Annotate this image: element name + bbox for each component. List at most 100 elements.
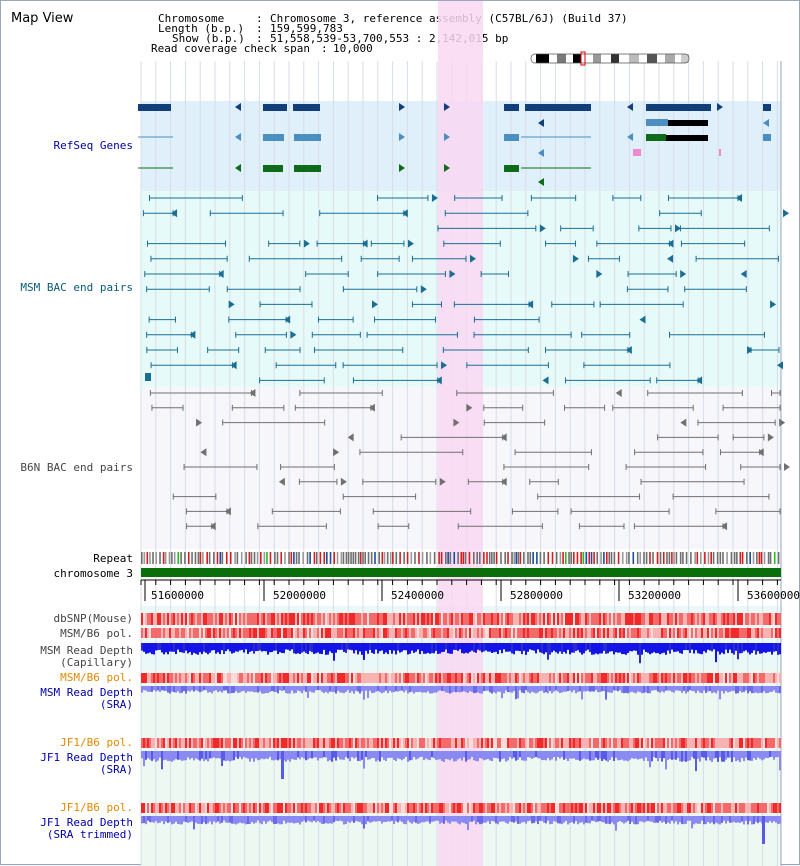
polymorphism-cell [443, 738, 445, 748]
depth-bar [357, 751, 359, 761]
depth-bar [407, 643, 409, 655]
polymorphism-cell [341, 673, 343, 683]
polymorphism-cell [305, 803, 307, 813]
depth-bar [425, 751, 427, 759]
depth-bar [735, 751, 737, 762]
depth-bar [203, 751, 205, 762]
depth-bar [271, 816, 273, 823]
polymorphism-cell [175, 803, 177, 813]
polymorphism-cell [549, 803, 551, 813]
polymorphism-cell [483, 803, 485, 813]
polymorphism-cell [379, 628, 381, 638]
polymorphism-cell [389, 803, 391, 813]
polymorphism-cell [653, 738, 655, 748]
depth-bar [457, 816, 459, 824]
polymorphism-cell [397, 738, 399, 748]
polymorphism-cell [683, 613, 685, 625]
polymorphism-cell [725, 673, 727, 683]
depth-bar [675, 816, 677, 822]
polymorphism-cell [201, 803, 203, 813]
polymorphism-cell [465, 803, 467, 813]
track-label-b6n-bac[interactable]: B6N BAC end pairs [20, 461, 133, 474]
depth-bar [205, 751, 207, 760]
polymorphism-cell [695, 673, 697, 683]
polymorphism-cell [257, 673, 259, 683]
polymorphism-cell [759, 738, 761, 748]
polymorphism-cell [651, 738, 653, 748]
depth-bar [279, 751, 281, 760]
depth-bar [169, 816, 171, 822]
repeat-element [539, 552, 542, 564]
track-label-jf1-pol-1: JF1/B6 pol. [60, 736, 133, 749]
polymorphism-cell [161, 613, 163, 625]
polymorphism-cell [467, 628, 469, 638]
polymorphism-cell [749, 613, 751, 625]
polymorphism-cell [223, 628, 225, 638]
depth-bar [645, 686, 647, 693]
polymorphism-cell [283, 803, 285, 813]
polymorphism-cell [659, 738, 661, 748]
polymorphism-cell [463, 628, 465, 638]
polymorphism-cell [371, 628, 373, 638]
depth-bar [353, 751, 355, 759]
polymorphism-cell [419, 803, 421, 813]
depth-bar [613, 816, 615, 825]
polymorphism-cell [685, 673, 687, 683]
polymorphism-cell [449, 738, 451, 748]
depth-bar [581, 751, 583, 760]
polymorphism-cell [749, 673, 751, 683]
polymorphism-cell [557, 673, 559, 683]
depth-bar [221, 751, 223, 767]
depth-bar [345, 816, 347, 825]
polymorphism-cell [597, 673, 599, 683]
polymorphism-cell [191, 613, 193, 625]
depth-bar [159, 751, 161, 758]
repeat-element [666, 552, 668, 564]
gene-arrow [615, 389, 622, 397]
polymorphism-cell [537, 803, 539, 813]
polymorphism-cell [695, 803, 697, 813]
depth-bar [543, 686, 545, 694]
depth-bar [411, 686, 413, 692]
polymorphism-cell [153, 628, 155, 638]
depth-bar [749, 643, 751, 655]
polymorphism-cell [383, 673, 385, 683]
polymorphism-cell [335, 628, 337, 638]
track-label-msm-bac[interactable]: MSM BAC end pairs [20, 281, 133, 294]
depth-bar [159, 816, 161, 823]
depth-bar [721, 816, 723, 823]
track-label-repeat: Repeat [93, 552, 133, 565]
polymorphism-cell [237, 613, 239, 625]
depth-bar [267, 816, 269, 822]
polymorphism-cell [317, 738, 319, 748]
polymorphism-cell [343, 628, 345, 638]
depth-bar [737, 751, 739, 761]
depth-bar [175, 816, 177, 822]
depth-bar [171, 816, 173, 825]
gene-arrow [777, 361, 783, 370]
depth-bar [673, 751, 675, 760]
depth-bar [319, 816, 321, 823]
depth-bar [147, 816, 149, 821]
length-label: Length (b.p.) [158, 22, 245, 35]
polymorphism-cell [657, 673, 659, 683]
depth-bar [623, 643, 625, 655]
polymorphism-cell [679, 628, 681, 638]
polymorphism-cell [295, 803, 297, 813]
polymorphism-cell [523, 803, 525, 813]
polymorphism-cell [423, 628, 425, 638]
polymorphism-cell [263, 628, 265, 638]
repeat-element [245, 552, 247, 564]
depth-bar [563, 686, 565, 692]
depth-bar [457, 686, 459, 692]
polymorphism-cell [321, 673, 323, 683]
track-label-refseq[interactable]: RefSeq Genes [53, 139, 133, 152]
gene-arrow [441, 361, 448, 370]
polymorphism-cell [513, 628, 515, 638]
polymorphism-cell [327, 628, 329, 638]
depth-bar [511, 686, 513, 693]
depth-bar [461, 816, 463, 823]
polymorphism-cell [241, 613, 243, 625]
depth-bar [327, 751, 329, 762]
